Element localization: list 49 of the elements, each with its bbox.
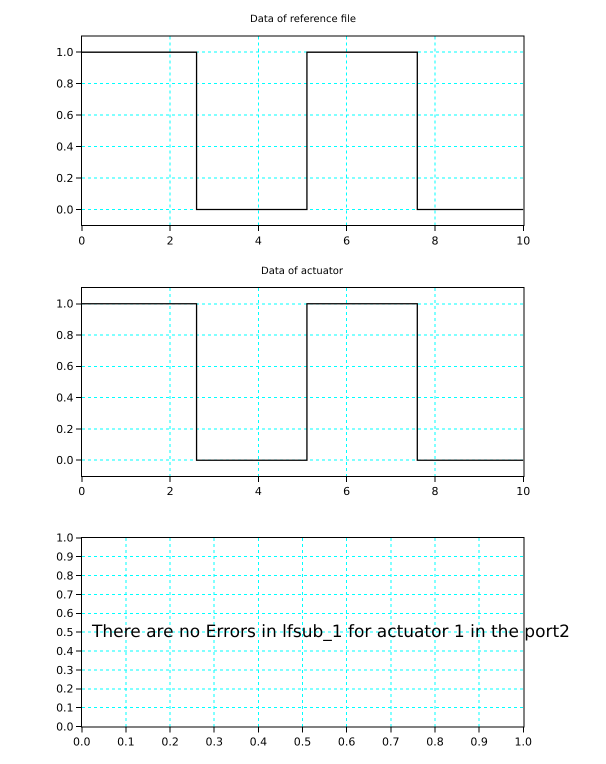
y-tick-label: 0.4 (56, 391, 74, 404)
y-tick-label: 0.0 (56, 720, 74, 734)
y-tick-label: 0.7 (56, 588, 74, 602)
x-tick-label: 2 (166, 485, 174, 498)
x-tick-label: 0 (78, 234, 86, 248)
y-tick-label: 0.0 (56, 203, 74, 216)
x-tick-label: 0 (78, 485, 86, 498)
y-tick-label: 0.8 (56, 328, 74, 342)
x-tick-label: 0.5 (294, 736, 312, 749)
y-tick-label: 0.9 (56, 550, 74, 564)
x-tick-label: 0.7 (382, 736, 400, 749)
x-tick-label: 6 (343, 234, 350, 248)
x-tick-label: 6 (343, 485, 350, 498)
y-tick-label: 1.0 (56, 298, 74, 311)
y-tick-label: 0.5 (56, 626, 74, 640)
x-tick-label: 0.9 (470, 736, 488, 749)
chart-title: Data of actuator (261, 266, 344, 277)
x-tick-label: 0.4 (250, 736, 268, 749)
x-tick-label: 0.1 (117, 736, 135, 749)
y-tick-label: 0.3 (56, 664, 74, 677)
x-tick-label: 0.6 (338, 736, 356, 749)
x-tick-label: 4 (254, 234, 262, 248)
chart-title: Data of reference file (250, 14, 356, 25)
y-tick-label: 1.0 (56, 46, 74, 60)
y-tick-label: 0.8 (56, 569, 74, 582)
annotation: There are no Errors in lfsub_1 for actuator 1 in the port2 (91, 622, 570, 642)
x-tick-label: 4 (254, 485, 262, 498)
y-tick-label: 0.2 (56, 172, 74, 185)
y-tick-label: 0.6 (56, 108, 74, 122)
x-tick-label: 2 (166, 234, 174, 248)
y-tick-label: 1.0 (56, 532, 74, 545)
x-tick-label: 0.0 (73, 736, 91, 749)
x-tick-label: 0.8 (426, 736, 444, 749)
x-tick-label: 8 (431, 485, 438, 498)
y-tick-label: 0.6 (56, 360, 74, 374)
x-tick-label: 0.2 (161, 736, 179, 749)
y-tick-label: 0.4 (56, 140, 74, 154)
y-tick-label: 0.0 (56, 454, 74, 468)
y-tick-label: 0.8 (56, 78, 74, 91)
x-tick-label: 1.0 (514, 736, 532, 749)
x-tick-label: 10 (516, 485, 530, 498)
y-tick-label: 0.2 (56, 682, 74, 696)
x-tick-label: 10 (516, 234, 530, 248)
y-tick-label: 0.1 (56, 702, 74, 715)
y-tick-label: 0.2 (56, 422, 74, 436)
x-tick-label: 0.3 (205, 736, 223, 749)
y-tick-label: 0.4 (56, 644, 74, 658)
y-tick-label: 0.6 (56, 607, 74, 620)
x-tick-label: 8 (431, 234, 438, 248)
